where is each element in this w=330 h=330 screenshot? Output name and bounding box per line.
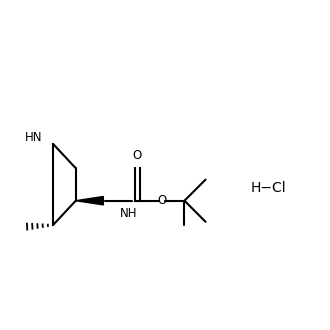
Text: O: O — [157, 194, 166, 207]
Polygon shape — [76, 196, 103, 205]
Text: HN: HN — [25, 131, 42, 144]
Text: H−Cl: H−Cl — [251, 181, 287, 195]
Text: NH: NH — [119, 207, 137, 220]
Text: O: O — [133, 149, 142, 162]
